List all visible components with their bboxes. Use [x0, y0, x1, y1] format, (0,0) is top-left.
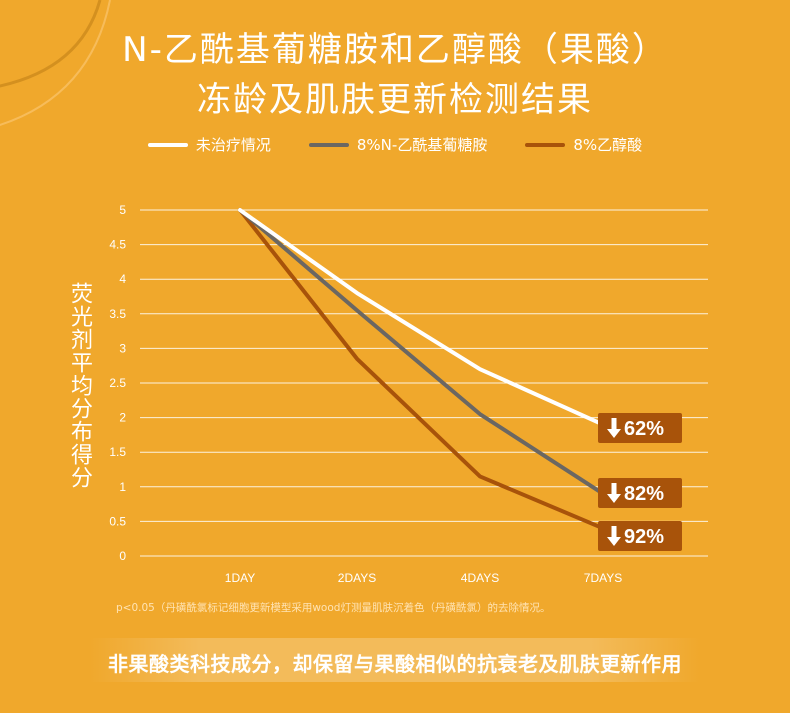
x-tick-label: 4DAYS — [461, 571, 499, 585]
page-title-line-2: 冻龄及肌肤更新检测结果 — [197, 80, 593, 120]
x-tick-label: 2DAYS — [338, 571, 376, 585]
badge-background — [598, 478, 682, 508]
y-tick-label: 2 — [119, 411, 126, 425]
tagline-band — [90, 638, 700, 682]
chart-legend: 未治疗情况 8%N-乙酰基葡糖胺 8%乙醇酸 — [0, 134, 790, 155]
arrow-down-icon — [607, 526, 621, 546]
reduction-badge-2: 92% — [598, 521, 682, 551]
legend-item-untreated: 未治疗情况 — [147, 134, 271, 155]
y-tick-label: 3 — [119, 341, 126, 355]
series-line-0 — [238, 208, 605, 427]
footnote: p<0.05（丹磺酰氯标记细胞更新模型采用wood灯测量肌肤沉着色（丹磺酰氯）的… — [116, 602, 551, 614]
y-tick-label: 2.5 — [109, 376, 126, 390]
x-tick-label: 7DAYS — [584, 571, 622, 585]
legend-swatch-untreated — [147, 142, 188, 147]
decorative-arc-outer — [0, 0, 102, 88]
y-tick-label: 0.5 — [109, 514, 126, 528]
legend-label-nag: 8%N-乙酰基葡糖胺 — [356, 136, 488, 154]
badge-background — [598, 413, 682, 443]
reduction-badges: 62% 82% 92% — [598, 413, 682, 551]
series-line-2 — [238, 208, 605, 531]
legend-item-nag: 8%N-乙酰基葡糖胺 — [308, 134, 488, 155]
badge-background — [598, 521, 682, 551]
badge-value: 62% — [624, 418, 664, 440]
decorative-arc-inner — [0, 0, 111, 126]
y-tick-label: 4.5 — [109, 238, 126, 252]
y-tick-label: 0 — [119, 549, 126, 563]
y-axis-ticks: 0 0.5 1 1.5 2 2.5 3 3.5 4 4.5 5 — [109, 203, 126, 563]
chart-series — [238, 208, 605, 531]
badge-value: 92% — [624, 526, 664, 548]
y-tick-label: 5 — [119, 203, 126, 217]
y-axis-title: 荧光剂平均分布得分 — [67, 282, 92, 489]
legend-swatch-nag — [308, 142, 349, 147]
legend-item-glycolic: 8%乙醇酸 — [525, 134, 642, 155]
legend-label-untreated: 未治疗情况 — [195, 136, 271, 154]
legend-label-glycolic: 8%乙醇酸 — [573, 136, 643, 154]
y-tick-label: 1.5 — [109, 445, 126, 459]
y-tick-label: 4 — [119, 272, 126, 286]
reduction-badge-0: 62% — [598, 413, 682, 443]
x-tick-label: 1DAY — [225, 571, 255, 585]
badge-value: 82% — [624, 483, 664, 505]
tagline: 非果酸类科技成分，却保留与果酸相似的抗衰老及肌肤更新作用 — [108, 652, 682, 676]
x-axis-ticks: 1DAY 2DAYS 4DAYS 7DAYS — [225, 571, 622, 585]
y-tick-label: 3.5 — [109, 307, 126, 321]
legend-swatch-glycolic — [525, 142, 566, 147]
arrow-down-icon — [607, 483, 621, 503]
reduction-badge-1: 82% — [598, 478, 682, 508]
y-tick-label: 1 — [119, 480, 126, 494]
page-title-line-1: N-乙酰基葡糖胺和乙醇酸（果酸） — [122, 30, 668, 70]
series-line-1 — [238, 208, 605, 496]
arrow-down-icon — [607, 418, 621, 438]
